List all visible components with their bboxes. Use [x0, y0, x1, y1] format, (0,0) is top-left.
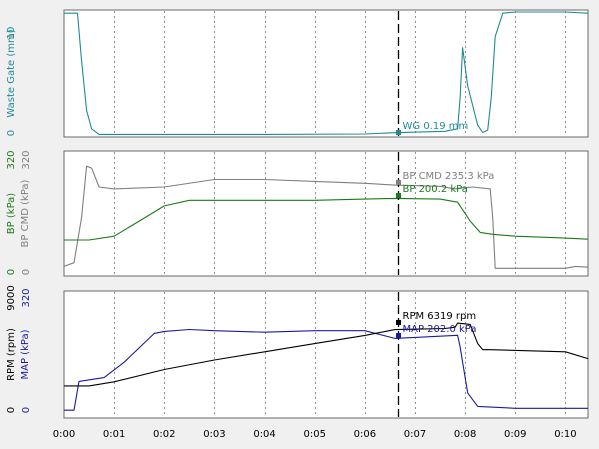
y-axis-label: RPM (rpm): [6, 328, 17, 381]
x-axis-tick-label: 0:00: [53, 429, 75, 440]
x-axis-tick-label: 0:01: [103, 429, 125, 440]
series-line: [63, 165, 589, 269]
x-axis-tick-label: 0:08: [454, 429, 476, 440]
cursor-marker: [396, 320, 401, 325]
y-axis-top-tick: 320: [6, 150, 17, 169]
y-axis-top-tick: 10: [6, 27, 17, 40]
y-axis-label: MAP (kPa): [20, 329, 31, 379]
x-axis-tick-label: 0:05: [303, 429, 325, 440]
y-axis-top-tick: 9000: [6, 285, 17, 310]
y-axis-bottom-tick: 0: [21, 269, 32, 275]
plot-area-rpm-map[interactable]: [63, 290, 589, 419]
y-axis-bottom-tick: 0: [6, 269, 17, 275]
y-axis-label: Waste Gate (mm): [6, 29, 17, 117]
x-axis-tick-label: 0:03: [203, 429, 225, 440]
cursor-readout: BP CMD 235.3 kPa: [403, 171, 495, 182]
x-axis-tick-label: 0:02: [153, 429, 175, 440]
x-axis-tick-label: 0:06: [354, 429, 376, 440]
x-axis-tick-label: 0:07: [404, 429, 426, 440]
series-line: [64, 197, 589, 241]
x-axis-tick-label: 0:04: [253, 429, 275, 440]
y-axis-label: BP (kPa): [6, 193, 17, 234]
cursor-marker: [396, 193, 401, 198]
series-line: [64, 322, 589, 387]
y-axis-bottom-tick: 0: [6, 130, 17, 136]
series-line: [64, 328, 588, 411]
cursor-readout: MAP 202.0 kPa: [403, 324, 477, 335]
cursor-readout: WG 0.19 mm: [403, 121, 469, 132]
plot-area-boost[interactable]: [63, 150, 589, 277]
y-axis-bottom-tick: 0: [6, 407, 17, 413]
plot-area-wastegate[interactable]: [63, 9, 589, 138]
y-axis-label: BP CMD (kPa): [20, 179, 31, 247]
y-axis-top-tick: 320: [21, 150, 32, 169]
y-axis-bottom-tick: 0: [21, 407, 32, 413]
cursor-marker: [396, 333, 401, 338]
series-line: [64, 11, 589, 135]
x-axis-tick-label: 0:10: [554, 429, 576, 440]
x-axis-tick-label: 0:09: [504, 429, 526, 440]
cursor-marker: [396, 130, 401, 135]
cursor-readout: RPM 6319 rpm: [403, 311, 477, 322]
cursor-readout: BP 200.2 kPa: [403, 184, 468, 195]
cursor-marker: [396, 180, 401, 185]
y-axis-top-tick: 320: [21, 288, 32, 307]
